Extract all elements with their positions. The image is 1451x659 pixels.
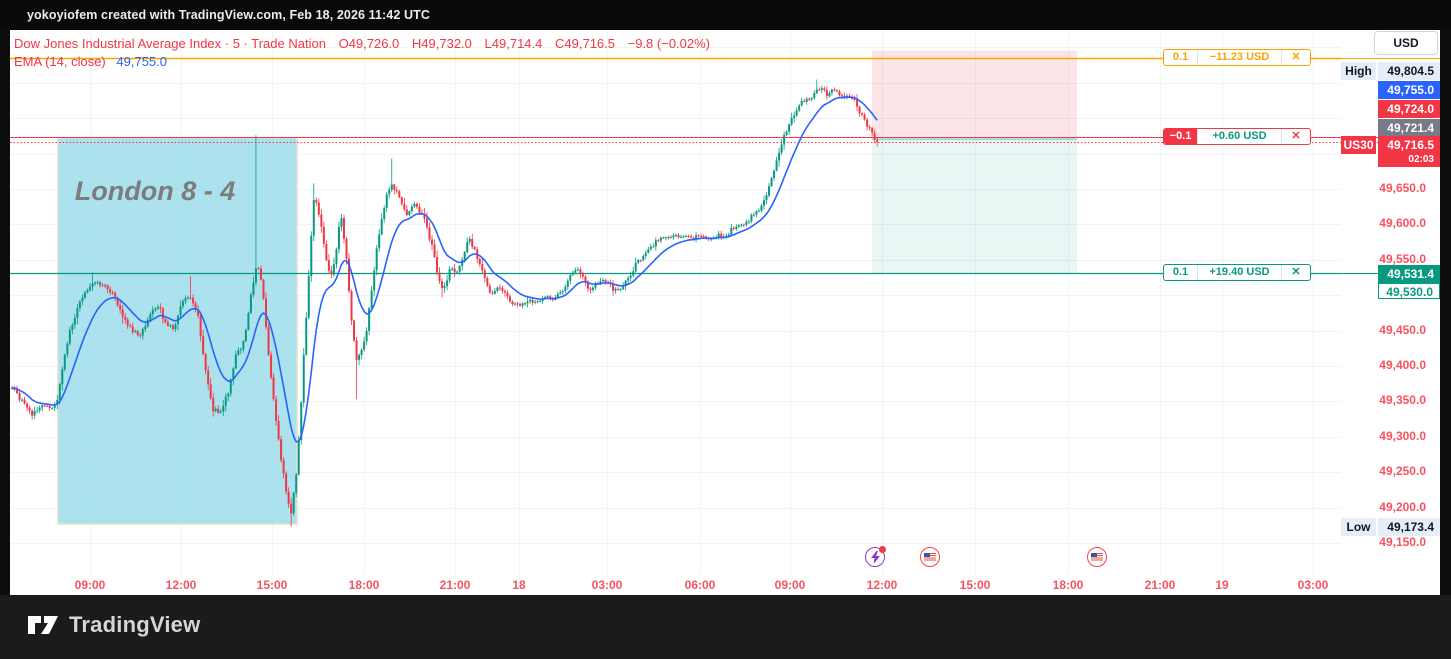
pill-close-icon[interactable]: ✕ [1291,51,1301,63]
ohlc-high: H49,732.0 [411,36,472,51]
price-tick-label: 49,400.0 [1379,358,1426,372]
price-axis[interactable]: USD 49,650.0 49,600.0 49,550.0 49,450.0 49,4… [1341,30,1440,575]
price-tick-label: 49,200.0 [1379,499,1426,514]
tp-solid-badge: 49,531.4 [1378,265,1440,283]
price-red-badge: 49,724.0 [1378,100,1440,118]
low-value-badge: 49,173.4 [1378,518,1440,536]
price-tick-label: 49,600.0 [1379,216,1426,231]
tradingview-logo[interactable]: TradingView [27,612,200,638]
legend-ema-row: EMA (14, close) 49,755.0 [14,54,710,69]
time-tick-label: 12:00 [866,578,898,592]
ohlc-low: L49,714.4 [484,36,543,51]
right-border-strip [1440,30,1451,595]
time-tick-label: 18:00 [1052,578,1084,592]
time-axis[interactable]: 09:00 12:00 15:00 18:00 21:00 18 03:00 06:00 09:… [10,575,1341,595]
pill-close-icon[interactable]: ✕ [1291,266,1301,278]
attribution-bar: yokoyiofem created with TradingView.com,… [0,0,1451,30]
time-tick-label: 21:00 [439,578,471,592]
bar-countdown: 02:03 [1378,154,1440,167]
us-flag-glyph [924,552,936,562]
left-border-strip [0,30,10,595]
tradingview-logo-text: TradingView [69,612,201,637]
symbol-legend[interactable]: Dow Jones Industrial Average Index · 5 ·… [14,36,710,69]
time-tick-label: 12:00 [165,578,197,592]
pill-profit-loss: +0.60 USD [1198,129,1282,144]
position-pill-2[interactable]: 0.1 +19.40 USD ✕ [1163,264,1311,281]
high-label: High [1341,62,1376,80]
price-tick-label: 49,650.0 [1379,181,1426,195]
price-gray-badge: 49,721.4 [1378,119,1440,137]
ema-badge: 49,755.0 [1378,81,1440,99]
pill-profit-loss: −11.23 USD [1198,50,1282,65]
time-tick-label: 09:00 [774,578,806,592]
price-tick-label: 49,250.0 [1379,464,1426,479]
position-pill-0[interactable]: 0.1 −11.23 USD ✕ [1163,49,1311,66]
time-tick-day-label: 18 [512,578,526,592]
time-tick-label: 18:00 [348,578,380,592]
time-tick-label: 21:00 [1144,578,1176,592]
price-tick-label: 49,150.0 [1379,535,1426,549]
us-flag-icon[interactable] [1087,547,1107,567]
pill-quantity: 0.1 [1164,50,1198,65]
economic-flash-icon[interactable] [865,546,886,567]
time-tick-label: 15:00 [256,578,288,592]
pill-quantity: −0.1 [1164,129,1198,144]
high-value-badge: 49,804.5 [1378,62,1440,80]
legend-symbol-row: Dow Jones Industrial Average Index · 5 ·… [14,36,710,51]
ohlc-close: C49,716.5 [555,36,615,51]
attribution-text: yokoyiofem created with TradingView.com,… [27,8,430,22]
time-tick-label: 15:00 [959,578,991,592]
price-tick-label: 49,550.0 [1379,251,1426,266]
symbol-tag-badge: US30 [1341,136,1376,154]
us-flag-canton [1091,552,1097,557]
us-flag-icon[interactable] [920,547,940,567]
tradingview-logo-icon [28,616,58,634]
time-tick-day-label: 19 [1215,578,1229,592]
symbol-title[interactable]: Dow Jones Industrial Average Index · 5 ·… [14,36,326,51]
pill-profit-loss: +19.40 USD [1198,265,1282,280]
ema-indicator-label[interactable]: EMA (14, close) [14,54,106,69]
price-tick-label: 49,350.0 [1379,393,1426,408]
last-price-badge: 49,716.5 [1378,136,1440,154]
low-label: Low [1341,518,1376,536]
pill-close-icon[interactable]: ✕ [1291,130,1301,142]
axis-level-line-0 [1341,58,1440,60]
ohlc-change: −9.8 (−0.02%) [627,36,711,51]
time-tick-label: 03:00 [591,578,623,592]
ohlc-open: O49,726.0 [338,36,400,51]
position-pill-1[interactable]: −0.1 +0.60 USD ✕ [1163,128,1311,145]
tp-outline-badge: 49,530.0 [1378,283,1440,299]
pill-quantity: 0.1 [1164,265,1198,280]
footer-bar: TradingView [0,595,1451,659]
us-flag-glyph [1091,552,1103,562]
price-tick-label: 49,450.0 [1379,322,1426,337]
ema-indicator-value: 49,755.0 [116,54,167,69]
currency-toggle-button[interactable]: USD [1374,31,1438,55]
time-tick-label: 09:00 [74,578,106,592]
us-flag-canton [924,552,930,557]
price-chart-canvas[interactable] [10,30,1341,575]
price-tick-label: 49,300.0 [1379,428,1426,443]
time-tick-label: 03:00 [1297,578,1329,592]
time-tick-label: 06:00 [684,578,716,592]
